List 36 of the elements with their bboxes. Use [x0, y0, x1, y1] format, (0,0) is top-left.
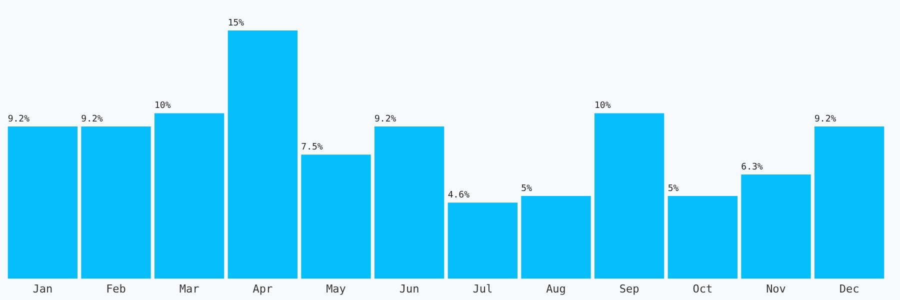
x-tick-label: May [326, 282, 346, 296]
bar [8, 126, 78, 279]
x-tick-label: Aug [546, 282, 566, 296]
data-label: 10% [154, 101, 172, 112]
bar [814, 126, 884, 279]
bar [301, 154, 371, 279]
bar [521, 196, 591, 279]
x-tick-label: Jul [472, 282, 493, 296]
x-tick-label: Nov [766, 282, 786, 296]
data-label: 5% [668, 184, 680, 194]
x-tick-label: Dec [839, 282, 860, 296]
x-tick-label: Feb [106, 282, 126, 296]
bar [668, 196, 738, 279]
bar [228, 30, 298, 279]
x-tick-label: Apr [252, 282, 273, 296]
data-label: 9.2% [374, 114, 397, 124]
x-tick-label: Mar [179, 282, 200, 296]
x-tick-label: Sep [619, 282, 640, 296]
data-label: 6.3% [741, 162, 764, 172]
x-tick-label: Jun [399, 282, 420, 296]
bar [594, 113, 664, 279]
data-label: 9.2% [81, 114, 104, 124]
data-label: 15% [228, 18, 245, 28]
x-tick-label: Oct [692, 282, 713, 296]
data-label: 4.6% [448, 190, 470, 201]
bar [154, 113, 224, 279]
data-label: 10% [594, 101, 612, 112]
bar [448, 202, 518, 279]
bar [741, 174, 811, 279]
x-tick-label: Jan [32, 282, 53, 296]
data-label: 5% [521, 184, 533, 194]
data-label: 9.2% [814, 114, 837, 124]
data-label: 9.2% [8, 114, 30, 124]
bar [374, 126, 444, 279]
bar [81, 126, 151, 279]
data-label: 7.5% [301, 142, 324, 153]
